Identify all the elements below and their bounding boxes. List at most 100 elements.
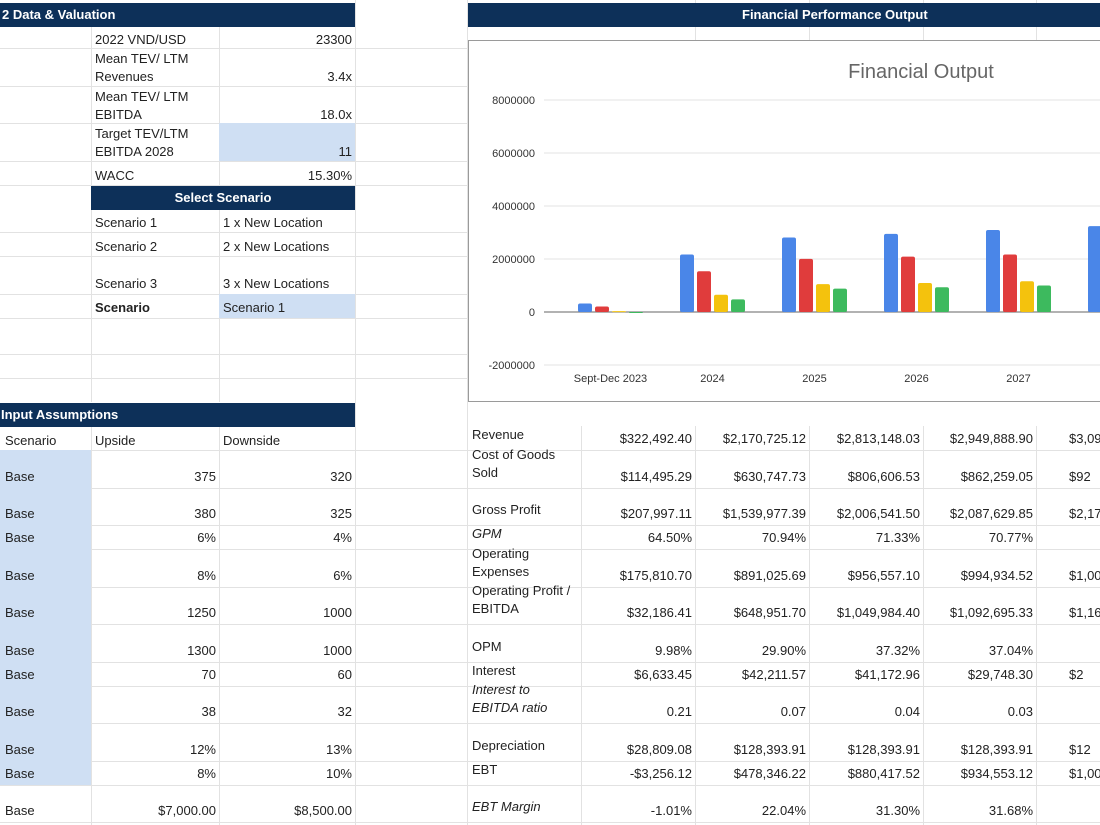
period-value-cell[interactable]: 22.04% — [761, 803, 806, 818]
period-value-cell[interactable]: $92 — [1069, 469, 1091, 484]
period-value-cell[interactable]: $2,006,541.50 — [836, 506, 920, 521]
period-value-cell[interactable]: $1,049,984.40 — [836, 605, 920, 620]
assumption-upside-cell[interactable]: 8% — [197, 568, 216, 583]
period-value-cell[interactable]: -1.01% — [650, 803, 692, 818]
period-value-cell[interactable]: $1,00 — [1069, 568, 1100, 583]
period-value-cell[interactable]: $956,557.10 — [847, 568, 920, 583]
period-value-cell[interactable]: 37.04% — [988, 643, 1033, 658]
period-value-cell[interactable]: $891,025.69 — [733, 568, 806, 583]
period-value-cell[interactable]: $2,087,629.85 — [949, 506, 1033, 521]
period-value-cell[interactable]: -$3,256.12 — [629, 766, 692, 781]
period-value-cell[interactable]: 64.50% — [647, 530, 692, 545]
period-value-cell[interactable]: 70.94% — [761, 530, 806, 545]
period-value-cell[interactable]: $32,186.41 — [626, 605, 692, 620]
assumption-upside-cell[interactable]: 8% — [197, 766, 216, 781]
period-value-cell[interactable]: $2,949,888.90 — [949, 431, 1033, 446]
period-value-cell[interactable]: $880,417.52 — [847, 766, 920, 781]
period-value-cell[interactable]: $648,951.70 — [733, 605, 806, 620]
assumption-upside-cell[interactable]: 375 — [194, 469, 216, 484]
period-value-cell[interactable]: $1,539,977.39 — [722, 506, 806, 521]
period-value-cell[interactable]: $2,813,148.03 — [836, 431, 920, 446]
assumption-scenario-cell[interactable]: Base — [5, 506, 35, 521]
assumption-downside-cell[interactable]: 10% — [325, 766, 352, 781]
scenario-3-value[interactable]: 3 x New Locations — [223, 276, 330, 291]
assumption-upside-cell[interactable]: $7,000.00 — [158, 803, 216, 818]
period-value-cell[interactable]: $128,393.91 — [960, 742, 1033, 757]
mean-tev-ebitda-value[interactable]: 18.0x — [320, 107, 352, 122]
assumption-upside-cell[interactable]: 6% — [197, 530, 216, 545]
assumption-upside-cell[interactable]: 12% — [189, 742, 216, 757]
period-value-cell[interactable]: $114,495.29 — [620, 469, 692, 484]
scenario-selection-column[interactable] — [0, 450, 91, 785]
scenario-1-value[interactable]: 1 x New Location — [223, 215, 323, 230]
period-value-cell[interactable]: 71.33% — [875, 530, 920, 545]
assumption-downside-cell[interactable]: 32 — [337, 704, 352, 719]
assumption-scenario-cell[interactable]: Base — [5, 803, 35, 818]
period-value-cell[interactable]: $2 — [1069, 667, 1084, 682]
assumption-scenario-cell[interactable]: Base — [5, 766, 35, 781]
period-value-cell[interactable]: 31.68% — [988, 803, 1033, 818]
period-value-cell[interactable]: 0.21 — [666, 704, 692, 719]
wacc-value[interactable]: 15.30% — [307, 168, 352, 183]
period-value-cell[interactable]: 37.32% — [875, 643, 920, 658]
assumption-upside-cell[interactable]: 1250 — [187, 605, 216, 620]
vnd-usd-value[interactable]: 23300 — [315, 32, 352, 47]
period-value-cell[interactable]: $322,492.40 — [619, 431, 692, 446]
financial-output-chart[interactable]: Financial Output 8000000 6000000 4000000 200… — [468, 40, 1100, 402]
assumption-upside-cell[interactable]: 70 — [201, 667, 216, 682]
assumption-scenario-cell[interactable]: Base — [5, 530, 35, 545]
scenario-dropdown-cell[interactable] — [219, 294, 355, 318]
assumption-scenario-cell[interactable]: Base — [5, 605, 35, 620]
period-value-cell[interactable]: $934,553.12 — [960, 766, 1033, 781]
assumption-scenario-cell[interactable]: Base — [5, 742, 35, 757]
assumption-scenario-cell[interactable]: Base — [5, 469, 35, 484]
target-tev-input-cell[interactable] — [219, 123, 355, 161]
assumption-upside-cell[interactable]: 38 — [201, 704, 216, 719]
assumption-downside-cell[interactable]: 320 — [330, 469, 352, 484]
period-value-cell[interactable]: $806,606.53 — [847, 469, 920, 484]
assumption-upside-cell[interactable]: 380 — [194, 506, 216, 521]
period-value-cell[interactable]: 0.07 — [780, 704, 806, 719]
period-value-cell[interactable]: 31.30% — [875, 803, 920, 818]
period-value-cell[interactable]: $2,17 — [1069, 506, 1100, 521]
mean-tev-revenues-value[interactable]: 3.4x — [327, 69, 352, 84]
assumption-downside-cell[interactable]: 6% — [333, 568, 352, 583]
period-value-cell[interactable]: 29.90% — [761, 643, 806, 658]
period-value-cell[interactable]: $994,934.52 — [960, 568, 1033, 583]
period-value-cell[interactable]: 0.03 — [1007, 704, 1033, 719]
period-value-cell[interactable]: 70.77% — [988, 530, 1033, 545]
period-value-cell[interactable]: $3,09 — [1069, 431, 1100, 446]
scenario-2-value[interactable]: 2 x New Locations — [223, 239, 330, 254]
period-value-cell[interactable]: $478,346.22 — [733, 766, 806, 781]
assumption-downside-cell[interactable]: 325 — [330, 506, 352, 521]
period-value-cell[interactable]: 0.04 — [894, 704, 920, 719]
period-value-cell[interactable]: 9.98% — [655, 643, 692, 658]
period-value-cell[interactable]: $1,16 — [1069, 605, 1100, 620]
period-value-cell[interactable]: $175,810.70 — [619, 568, 692, 583]
period-value-cell[interactable]: $29,748.30 — [967, 667, 1033, 682]
period-value-cell[interactable]: $1,00 — [1069, 766, 1100, 781]
assumption-downside-cell[interactable]: 1000 — [323, 605, 352, 620]
assumption-downside-cell[interactable]: 1000 — [323, 643, 352, 658]
period-value-cell[interactable]: $42,211.57 — [741, 667, 806, 682]
assumption-scenario-cell[interactable]: Base — [5, 667, 35, 682]
assumption-downside-cell[interactable]: 13% — [325, 742, 352, 757]
period-value-cell[interactable]: $128,393.91 — [847, 742, 920, 757]
period-value-cell[interactable]: $128,393.91 — [733, 742, 806, 757]
assumption-upside-cell[interactable]: 1300 — [187, 643, 216, 658]
period-value-cell[interactable]: $862,259.05 — [960, 469, 1033, 484]
period-value-cell[interactable]: $6,633.45 — [634, 667, 692, 682]
period-value-cell[interactable]: $41,172.96 — [854, 667, 920, 682]
period-value-cell[interactable]: $207,997.11 — [620, 506, 692, 521]
assumption-scenario-cell[interactable]: Base — [5, 643, 35, 658]
assumption-downside-cell[interactable]: 4% — [333, 530, 352, 545]
period-value-cell[interactable]: $630,747.73 — [733, 469, 806, 484]
period-value-cell[interactable]: $12 — [1069, 742, 1091, 757]
assumption-scenario-cell[interactable]: Base — [5, 568, 35, 583]
period-value-cell[interactable]: $1,092,695.33 — [949, 605, 1033, 620]
period-value-cell[interactable]: $2,170,725.12 — [722, 431, 806, 446]
assumption-downside-cell[interactable]: 60 — [337, 667, 352, 682]
assumption-scenario-cell[interactable]: Base — [5, 704, 35, 719]
selected-scenario-value[interactable]: Scenario 1 — [223, 300, 286, 315]
assumption-downside-cell[interactable]: $8,500.00 — [294, 803, 352, 818]
